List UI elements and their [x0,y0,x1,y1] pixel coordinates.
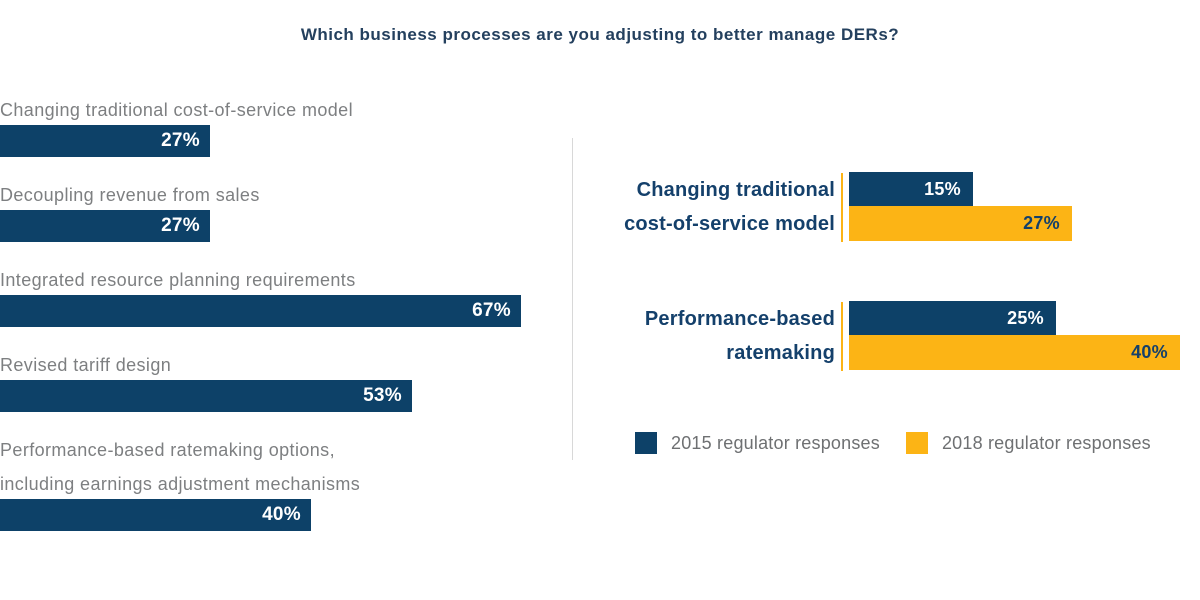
category-label-line: Performance-based [644,308,835,330]
value-bar: 53% [0,380,412,412]
legend-label: 2018 regulator responses [941,433,1151,453]
bar-value-label: 27% [161,130,200,151]
left-chart-row: Revised tariff design 53% [0,352,560,412]
category-label: Changing traditional cost-of-service mode… [580,172,835,242]
legend-swatch [905,432,928,454]
category-label: Integrated resource planning requirement… [0,267,560,293]
bar-value-label: 27% [1023,213,1060,233]
axis-tick [841,302,843,371]
category-label: Performance-based ratemaking options, inc… [0,437,560,497]
bar-value-label: 15% [924,179,961,199]
category-label: Changing traditional cost-of-service mod… [0,97,560,123]
section-divider [572,138,573,460]
value-bar: 27% [0,125,210,157]
legend-label: 2015 regulator responses [671,433,880,453]
value-bar: 40% [0,499,311,531]
category-label-line: Integrated resource planning requirement… [0,270,356,290]
legend: 2015 regulator responses 2018 regulator r… [635,432,1151,454]
chart-title: Which business processes are you adjusti… [300,25,900,44]
left-chart-row: Integrated resource planning requirement… [0,267,560,327]
legend-swatch [635,432,657,454]
value-bar: 15% [849,172,973,206]
category-label-line: Changing traditional [636,179,835,201]
legend-item: 2018 regulator responses [905,432,1151,454]
category-label-line: cost-of-service model [624,213,835,235]
bar-value-label: 53% [363,385,402,406]
value-bar: 67% [0,295,521,327]
category-label-line: including earnings adjustment mechanisms [0,474,361,494]
axis-tick [841,173,843,242]
bar-value-label: 27% [161,215,200,236]
right-chart-group: Performance-based ratemaking 25% 40% [580,301,1180,371]
value-bar: 40% [849,335,1180,370]
category-label: Revised tariff design [0,352,560,378]
left-chart-row: Decoupling revenue from sales 27% [0,182,560,242]
category-label: Performance-based ratemaking [580,301,835,371]
category-label-line: Decoupling revenue from sales [0,185,260,205]
category-label-line: Changing traditional cost-of-service mod… [0,100,353,120]
bar-value-label: 40% [1131,342,1168,362]
category-label: Decoupling revenue from sales [0,182,560,208]
right-chart-group: Changing traditional cost-of-service mode… [580,172,1072,242]
bar-value-label: 25% [1007,308,1044,328]
left-bar-chart: Changing traditional cost-of-service mod… [0,97,560,556]
value-bar: 27% [0,210,210,242]
bar-group: 15% 27% [849,172,1072,242]
left-chart-row: Changing traditional cost-of-service mod… [0,97,560,157]
left-chart-row: Performance-based ratemaking options, inc… [0,437,560,531]
category-label-line: ratemaking [726,342,835,364]
bar-value-label: 67% [472,300,511,321]
category-label-line: Performance-based ratemaking options, [0,440,335,460]
value-bar: 25% [849,301,1056,335]
value-bar: 27% [849,206,1072,241]
category-label-line: Revised tariff design [0,355,172,375]
bar-group: 25% 40% [849,301,1180,371]
legend-item: 2015 regulator responses [635,432,880,454]
bar-value-label: 40% [262,504,301,525]
